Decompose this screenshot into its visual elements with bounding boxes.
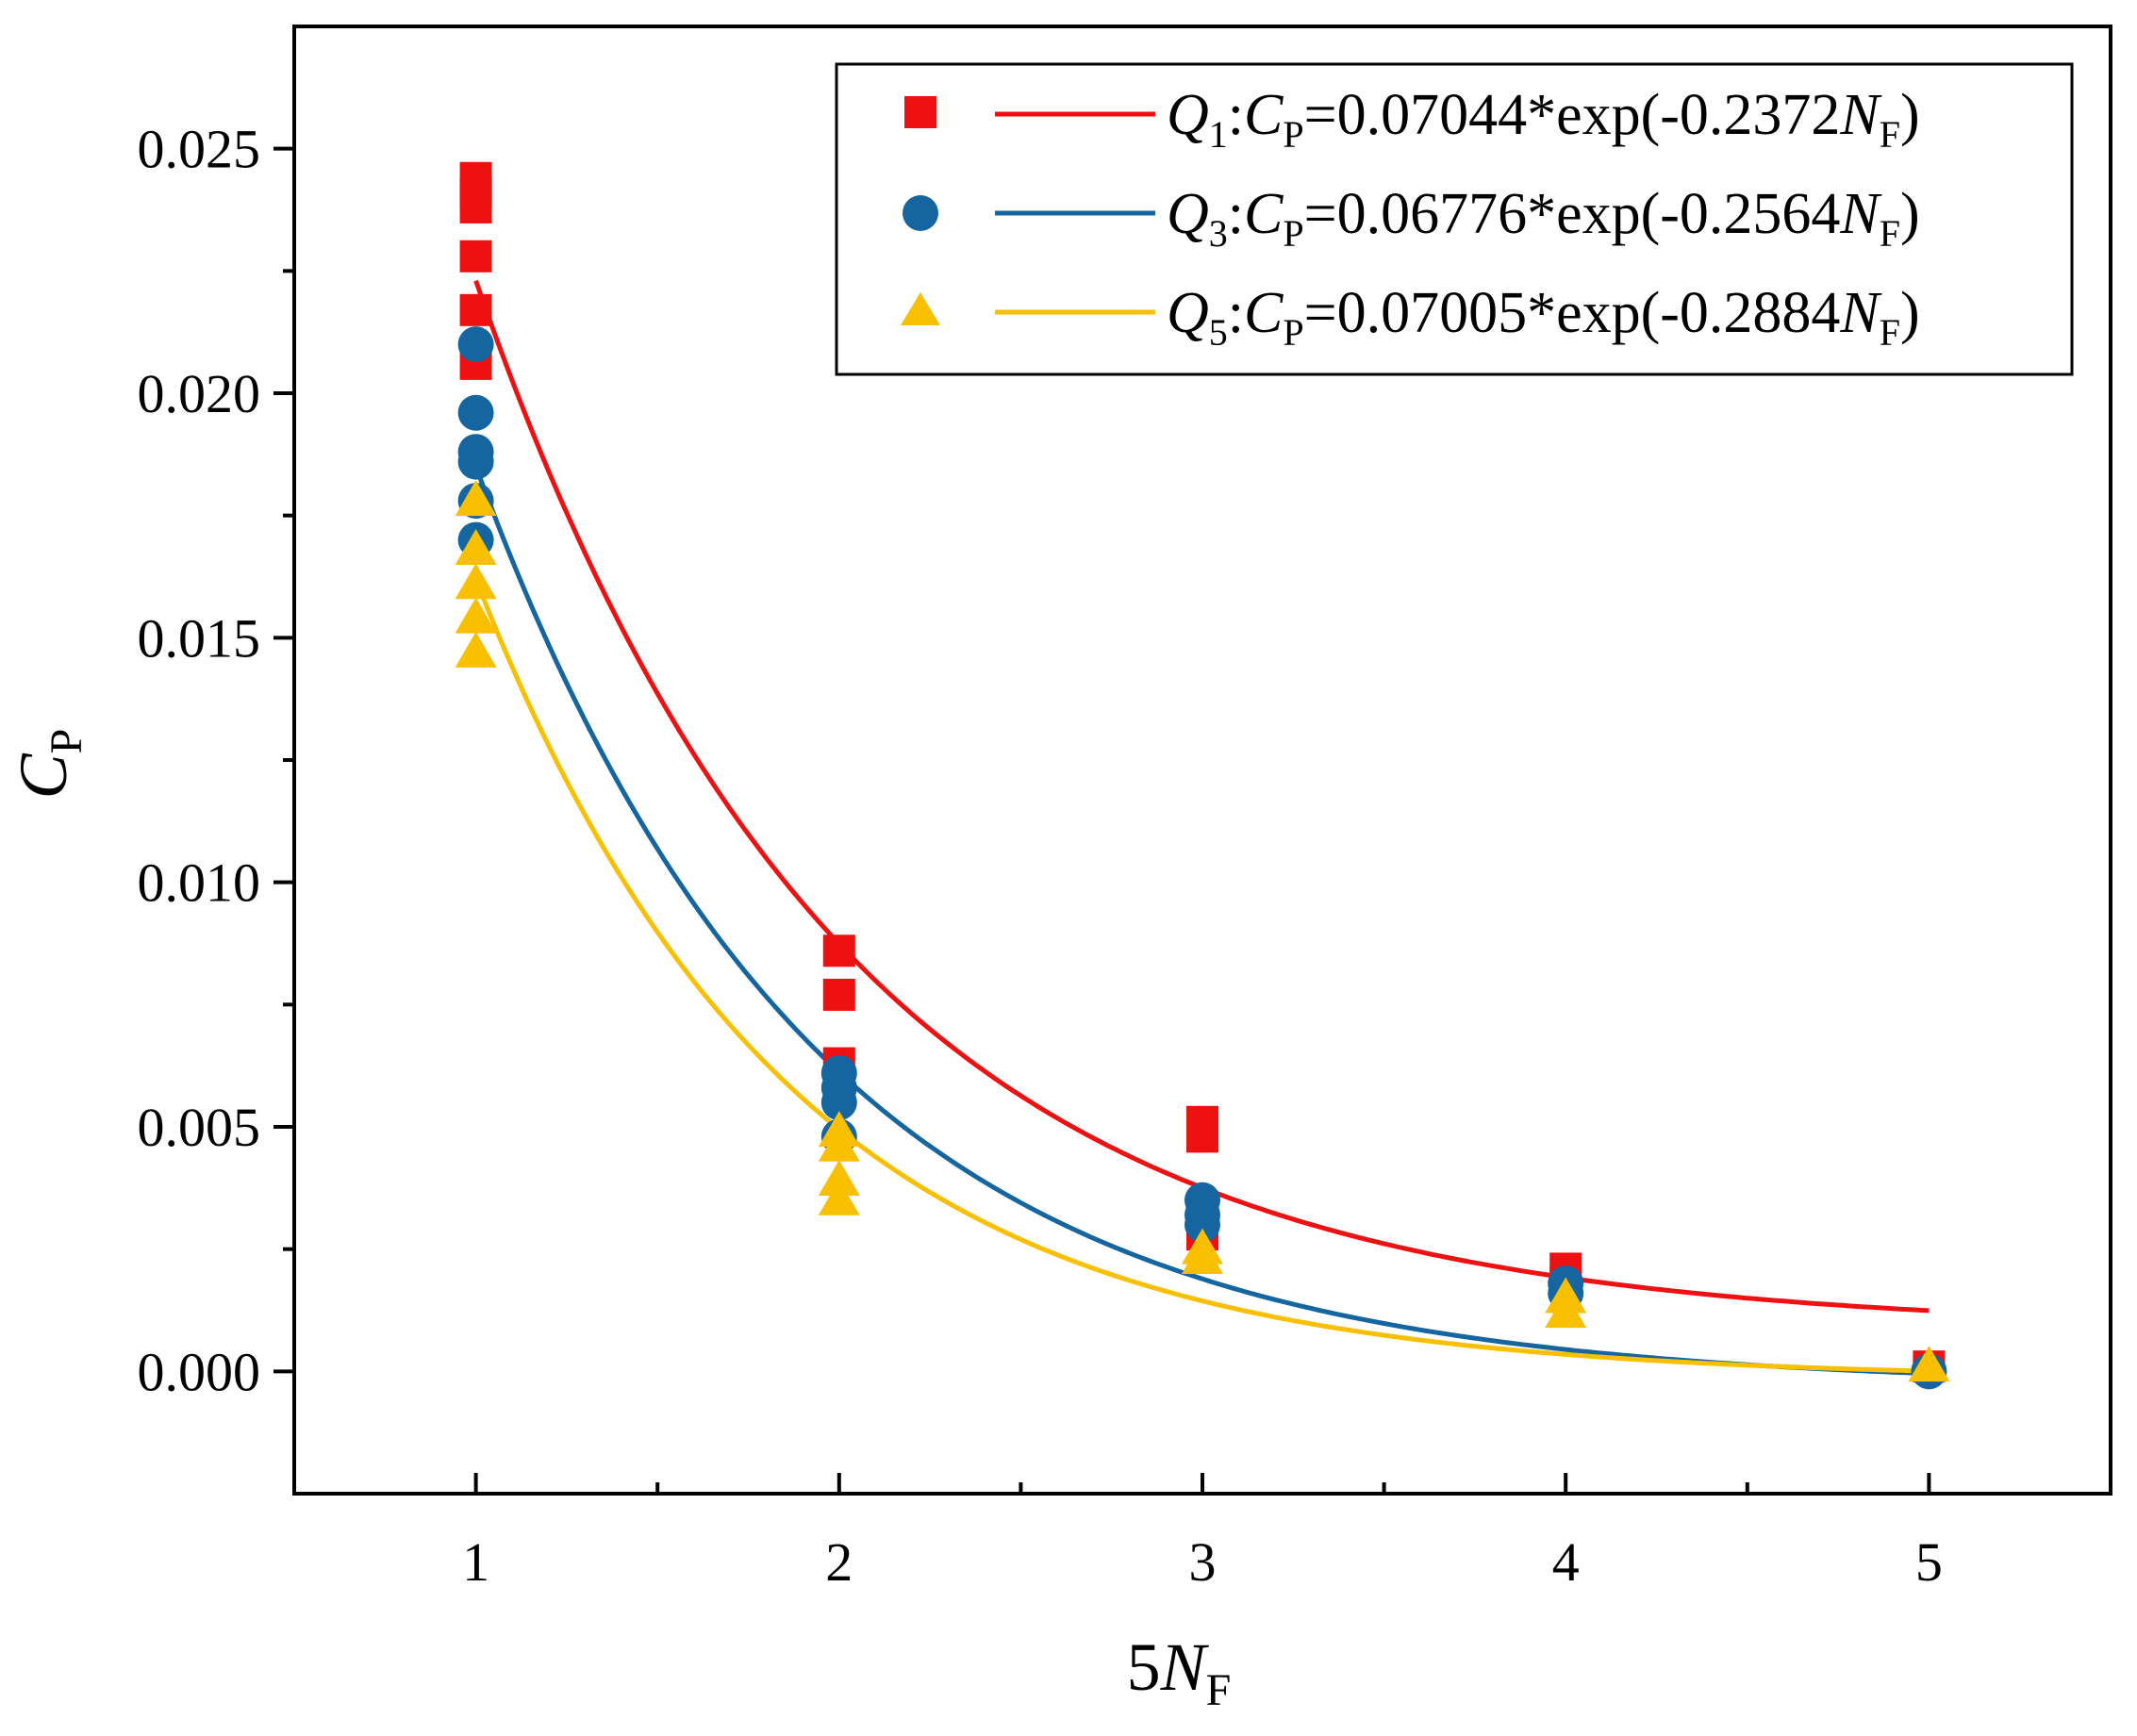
- data-point-q5: [1182, 1238, 1223, 1275]
- data-point-q1: [822, 978, 855, 1011]
- data-point-q1: [459, 240, 492, 273]
- data-point-q5: [818, 1125, 860, 1162]
- x-tick-label: 4: [1552, 1531, 1580, 1593]
- y-tick-label: 0.025: [138, 119, 261, 180]
- data-point-q5: [1908, 1346, 1950, 1382]
- data-point-q5: [455, 631, 497, 668]
- data-point-q5: [455, 480, 497, 517]
- y-axis-title: CP: [6, 729, 91, 800]
- data-point-q5: [1545, 1292, 1587, 1329]
- y-tick-label: 0.020: [138, 363, 261, 424]
- fit-line-q5: [473, 578, 1930, 1374]
- legend-marker-q5: [901, 292, 940, 325]
- legend: Q1:CP=0.07044*exp(-0.2372NF) Q3:CP=0.067…: [835, 62, 2074, 376]
- y-tick-label: 0.005: [138, 1097, 261, 1158]
- x-tick-label: 2: [825, 1531, 853, 1593]
- y-tick-label: 0.000: [138, 1341, 261, 1402]
- data-point-q1: [459, 293, 492, 326]
- data-point-q5: [455, 563, 497, 600]
- data-point-q3: [457, 326, 494, 363]
- x-axis-title: 5NF: [1127, 1629, 1232, 1715]
- y-tick-label: 0.015: [138, 607, 261, 669]
- y-tick-label: 0.010: [138, 852, 261, 914]
- data-point-q5: [455, 597, 497, 634]
- legend-label-q1: Q1:CP=0.07044*exp(-0.2372NF): [1167, 83, 1920, 156]
- x-tick-label: 3: [1189, 1531, 1217, 1593]
- data-point-q1: [459, 190, 492, 223]
- data-point-q1: [1186, 1120, 1218, 1153]
- legend-label-q5: Q5:CP=0.07005*exp(-0.2884NF): [1167, 281, 1920, 354]
- legend-label-q3: Q3:CP=0.06776*exp(-0.2564NF): [1167, 182, 1920, 255]
- data-point-q3: [457, 394, 494, 431]
- data-point-q3: [1184, 1206, 1220, 1243]
- data-point-q5: [818, 1179, 860, 1215]
- data-point-q3: [820, 1084, 857, 1121]
- data-point-q3: [457, 443, 494, 480]
- data-point-q1: [822, 934, 855, 967]
- data-points: [455, 161, 1950, 1390]
- data-point-q5: [455, 528, 497, 565]
- data-point-q5: [818, 1160, 860, 1197]
- axis-ticks: 1 2 3 4 5 0.000 0.005 0.010 0.015 0.020 0.025: [138, 119, 1943, 1593]
- x-tick-label: 5: [1915, 1531, 1943, 1593]
- legend-marker-q1: [904, 96, 936, 128]
- legend-marker-q3: [903, 195, 938, 231]
- x-tick-label: 1: [462, 1531, 489, 1593]
